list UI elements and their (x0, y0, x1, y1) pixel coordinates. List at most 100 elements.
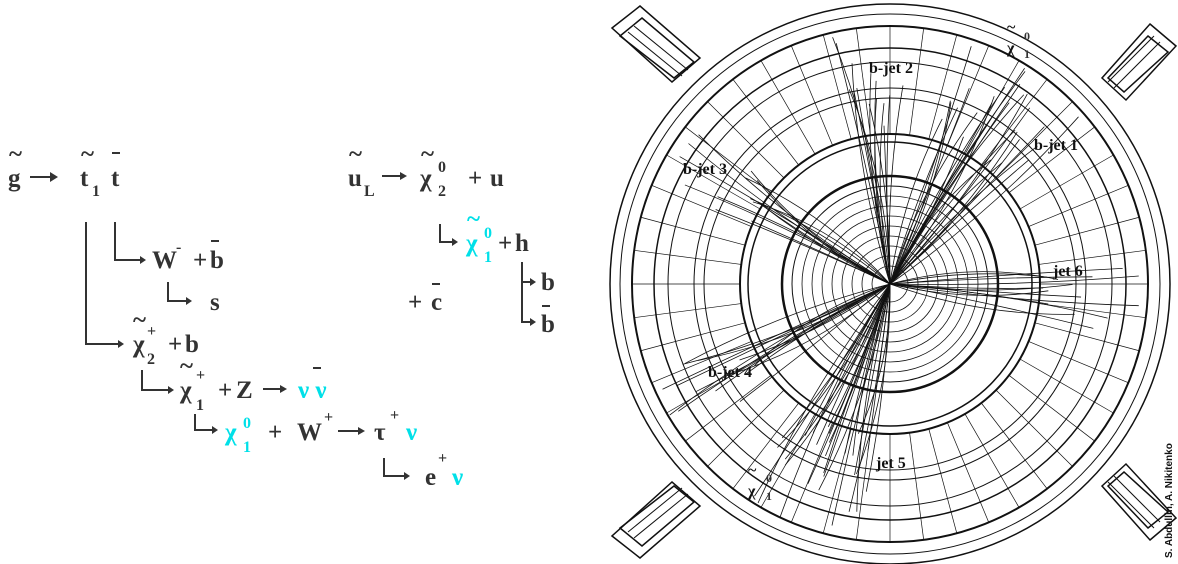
u-quark-label: u (490, 165, 504, 192)
track-path (832, 37, 891, 285)
chargino1-label: χ (179, 377, 192, 404)
track-path (750, 198, 891, 285)
event-display: b-jet 2 b-jet 1 b-jet 3 jet 6 b-jet 4 je… (598, 0, 1178, 564)
segment-line (981, 402, 1048, 489)
segment-line (1038, 249, 1146, 265)
neutralino2-index: 2 (438, 183, 446, 200)
b-quark-label: b (541, 269, 555, 296)
branch-line (167, 282, 186, 302)
segment-line (1034, 322, 1140, 352)
top-bar-label: t (111, 165, 120, 192)
segment-line (909, 28, 925, 136)
segment-line (732, 79, 799, 166)
track-path (889, 283, 1082, 298)
track-path (823, 283, 891, 477)
arrow-icon (263, 385, 287, 393)
segment-line (1028, 341, 1129, 384)
squark-decay-chain: u ~ L χ ~ 0 2 + u χ ~ 0 1 + h b b + c (348, 141, 555, 338)
nu-nubar-label: ν ν (297, 377, 327, 404)
segment-line (947, 45, 990, 146)
track-path (779, 283, 891, 518)
c-bar-label: c (431, 289, 442, 316)
track-path (889, 283, 1049, 296)
tilde-mark: ~ (81, 141, 94, 168)
lsp-bottom-label: χ (747, 483, 756, 500)
tilde-mark: ~ (748, 462, 757, 479)
bjet1-label: b-jet 1 (1034, 137, 1078, 154)
gluino-label: g (8, 165, 21, 192)
chargino2-label: χ (132, 331, 145, 358)
segment-line (651, 341, 752, 384)
branch-line (85, 222, 118, 345)
track-path (889, 46, 972, 285)
track-path (889, 86, 1006, 285)
arrowhead-icon (452, 238, 458, 246)
plus-sign: + (268, 419, 282, 446)
jet-tracks (662, 37, 1139, 526)
track-path (889, 136, 964, 285)
track-path (688, 143, 891, 285)
tilde-mark: ~ (421, 141, 434, 168)
track-path (874, 98, 891, 285)
track-path (784, 283, 891, 466)
track-path (889, 283, 1139, 307)
track-path (784, 283, 891, 460)
track-path (889, 273, 1048, 285)
track-path (676, 283, 891, 386)
chargino1-index: 1 (196, 397, 204, 414)
tilde-mark: ~ (180, 353, 193, 380)
segment-line (928, 34, 958, 140)
higgs-label: h (515, 230, 529, 257)
segment-line (855, 28, 871, 136)
track-path (889, 93, 1028, 285)
arrow-icon (382, 172, 407, 180)
segment-line (1019, 154, 1114, 210)
plus-sign: + (408, 289, 422, 316)
track-path (698, 134, 891, 285)
arrowhead-icon (140, 256, 146, 264)
lsp-bottom-index: 1 (766, 489, 772, 503)
tilde-mark: ~ (9, 141, 22, 168)
jet-labels: b-jet 2 b-jet 1 b-jet 3 jet 6 b-jet 4 je… (683, 19, 1083, 503)
bjet3-label: b-jet 3 (683, 161, 727, 178)
corner-hatching (627, 25, 1161, 539)
track-path (889, 283, 1073, 291)
segment-line (685, 375, 772, 442)
track-path (682, 283, 891, 365)
segment-line (685, 126, 772, 193)
tilde-mark: ~ (1007, 19, 1016, 36)
tau-sign: + (390, 407, 399, 424)
segment-line (732, 402, 799, 489)
jet6-label: jet 6 (1052, 263, 1083, 280)
neutralino-sup: 0 (243, 415, 251, 432)
segment-line (760, 60, 816, 155)
chargino2-sign: + (147, 323, 156, 340)
arrow-icon (30, 172, 58, 182)
segment-line (995, 101, 1073, 179)
segment-line (707, 101, 785, 179)
lsp-bottom-sup: 0 (766, 471, 772, 485)
track-path (889, 275, 1139, 285)
track-path (684, 184, 891, 285)
segment-line (640, 216, 746, 246)
tilde-mark: ~ (349, 141, 362, 168)
z-boson-label: Z (236, 377, 253, 404)
track-path (889, 276, 1093, 285)
track-path (889, 283, 1075, 315)
segment-line (1008, 375, 1095, 442)
track-path (889, 102, 993, 285)
segment-line (666, 358, 761, 414)
w-plus-sign: + (324, 409, 333, 426)
lsp-top-sup: 0 (1024, 29, 1030, 43)
track-path (825, 283, 891, 457)
segment-line (651, 184, 752, 227)
bjet2-label: b-jet 2 (869, 60, 913, 77)
plus-sign: + (168, 331, 182, 358)
segment-line (640, 322, 746, 352)
branch-line (141, 370, 168, 391)
radial-segmentation (632, 26, 1148, 542)
segment-line (666, 154, 761, 210)
segment-line (1028, 184, 1129, 227)
neutralino-label: χ (224, 419, 237, 446)
w-minus-label: W (152, 247, 177, 274)
